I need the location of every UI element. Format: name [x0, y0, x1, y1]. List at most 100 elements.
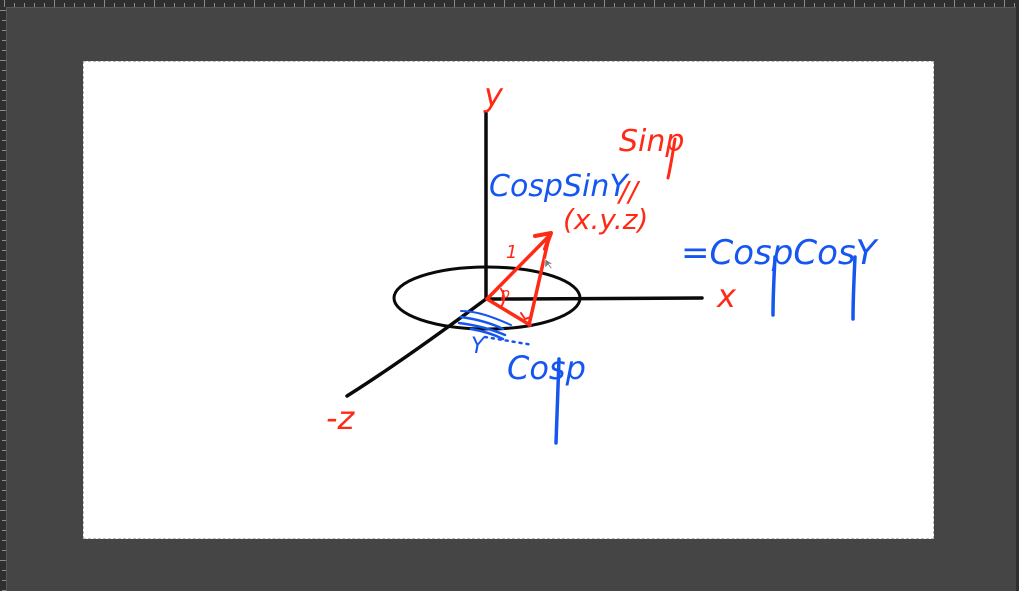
point-coordinates-label: (x.y.z)	[563, 203, 648, 236]
ruler-tick	[774, 3, 775, 7]
ruler-tick	[2, 320, 6, 321]
ruler-tick	[634, 3, 635, 7]
ruler-tick	[2, 380, 6, 381]
ruler-tick	[164, 3, 165, 7]
ruler-tick	[474, 3, 475, 7]
ruler-tick	[664, 3, 665, 7]
ruler-tick	[304, 0, 305, 7]
ruler-tick	[534, 3, 535, 7]
vector-triangle	[485, 231, 553, 327]
ruler-tick	[414, 3, 415, 7]
ruler-tick	[2, 30, 6, 31]
ruler-tick	[904, 0, 905, 7]
sketch-svg: y x -z Sinp // (x.y.z) CospSinY =CospCos…	[326, 76, 879, 445]
ruler-tick	[2, 520, 6, 521]
ruler-tick	[874, 3, 875, 7]
ruler-tick	[2, 480, 6, 481]
phi-angle-arc	[500, 288, 505, 308]
ruler-tick	[364, 3, 365, 7]
gamma-angle-marks	[457, 310, 535, 347]
ruler-tick	[404, 0, 405, 7]
sin-phi-tail	[666, 137, 677, 180]
gamma-arc-4	[460, 310, 512, 326]
ruler-tick	[444, 3, 445, 7]
ruler-tick	[584, 3, 585, 7]
ruler-tick	[2, 250, 6, 251]
drawing-canvas[interactable]: y x -z Sinp // (x.y.z) CospSinY =CospCos…	[83, 61, 934, 539]
ruler-tick	[2, 350, 6, 351]
ruler-tick	[464, 3, 465, 7]
ruler-tick	[794, 3, 795, 7]
vertical-projection-line	[527, 235, 551, 327]
ruler-tick	[2, 470, 6, 471]
ruler-tick	[974, 3, 975, 7]
ruler-tick	[394, 3, 395, 7]
ruler-tick	[294, 3, 295, 7]
ruler-tick	[2, 190, 6, 191]
ruler-tick	[924, 3, 925, 7]
ruler-tick	[574, 3, 575, 7]
ruler-tick	[214, 3, 215, 7]
ruler-tick	[494, 3, 495, 7]
parallel-mark: //	[616, 175, 640, 208]
ruler-tick	[2, 120, 6, 121]
ruler-tick	[264, 3, 265, 7]
ruler-tick	[144, 3, 145, 7]
ruler-tick	[914, 3, 915, 7]
ruler-tick	[374, 3, 375, 7]
top-ruler[interactable]	[0, 0, 1019, 8]
ruler-tick	[724, 3, 725, 7]
ruler-tick	[84, 3, 85, 7]
ruler-tick	[2, 490, 6, 491]
ruler-tick	[2, 330, 6, 331]
ruler-tick	[0, 560, 6, 561]
ruler-tick	[2, 300, 6, 301]
ruler-tick	[2, 400, 6, 401]
ruler-tick	[654, 0, 655, 7]
cos-phi-tail	[554, 357, 561, 445]
ruler-tick	[1004, 0, 1005, 7]
x-axis-label: x	[716, 277, 737, 315]
cos-phi-cos-gamma-label: =CospCosY	[681, 233, 879, 273]
ruler-tick	[2, 550, 6, 551]
ruler-tick	[994, 3, 995, 7]
x-axis-line	[484, 296, 704, 301]
ruler-tick	[594, 3, 595, 7]
ruler-tick	[0, 510, 6, 511]
ruler-tick	[2, 140, 6, 141]
ruler-tick	[2, 90, 6, 91]
ruler-tick	[44, 3, 45, 7]
ruler-tick	[2, 370, 6, 371]
ruler-tick	[2, 200, 6, 201]
unit-vector-line	[485, 234, 551, 301]
ruler-tick	[2, 500, 6, 501]
ruler-tick	[934, 3, 935, 7]
ruler-tick	[2, 70, 6, 71]
ruler-tick	[2, 240, 6, 241]
ruler-tick	[0, 260, 6, 261]
ruler-tick	[764, 3, 765, 7]
phi-angle-label: p	[500, 286, 510, 302]
ruler-tick	[2, 570, 6, 571]
left-ruler[interactable]	[0, 7, 7, 591]
ruler-tick	[2, 340, 6, 341]
ruler-tick	[2, 40, 6, 41]
ruler-tick	[54, 0, 55, 7]
ruler-tick	[4, 0, 5, 7]
ruler-tick	[284, 3, 285, 7]
ruler-tick	[894, 3, 895, 7]
ruler-tick	[224, 3, 225, 7]
ruler-tick	[2, 270, 6, 271]
ruler-tick	[0, 160, 6, 161]
ruler-tick	[614, 3, 615, 7]
ruler-tick	[514, 3, 515, 7]
ruler-tick	[744, 3, 745, 7]
ruler-tick	[2, 50, 6, 51]
ruler-tick	[484, 3, 485, 7]
ruler-tick	[2, 80, 6, 81]
ruler-tick	[2, 170, 6, 171]
ruler-tick	[954, 0, 955, 7]
ruler-tick	[0, 10, 6, 11]
neg-z-axis-line	[345, 297, 488, 398]
